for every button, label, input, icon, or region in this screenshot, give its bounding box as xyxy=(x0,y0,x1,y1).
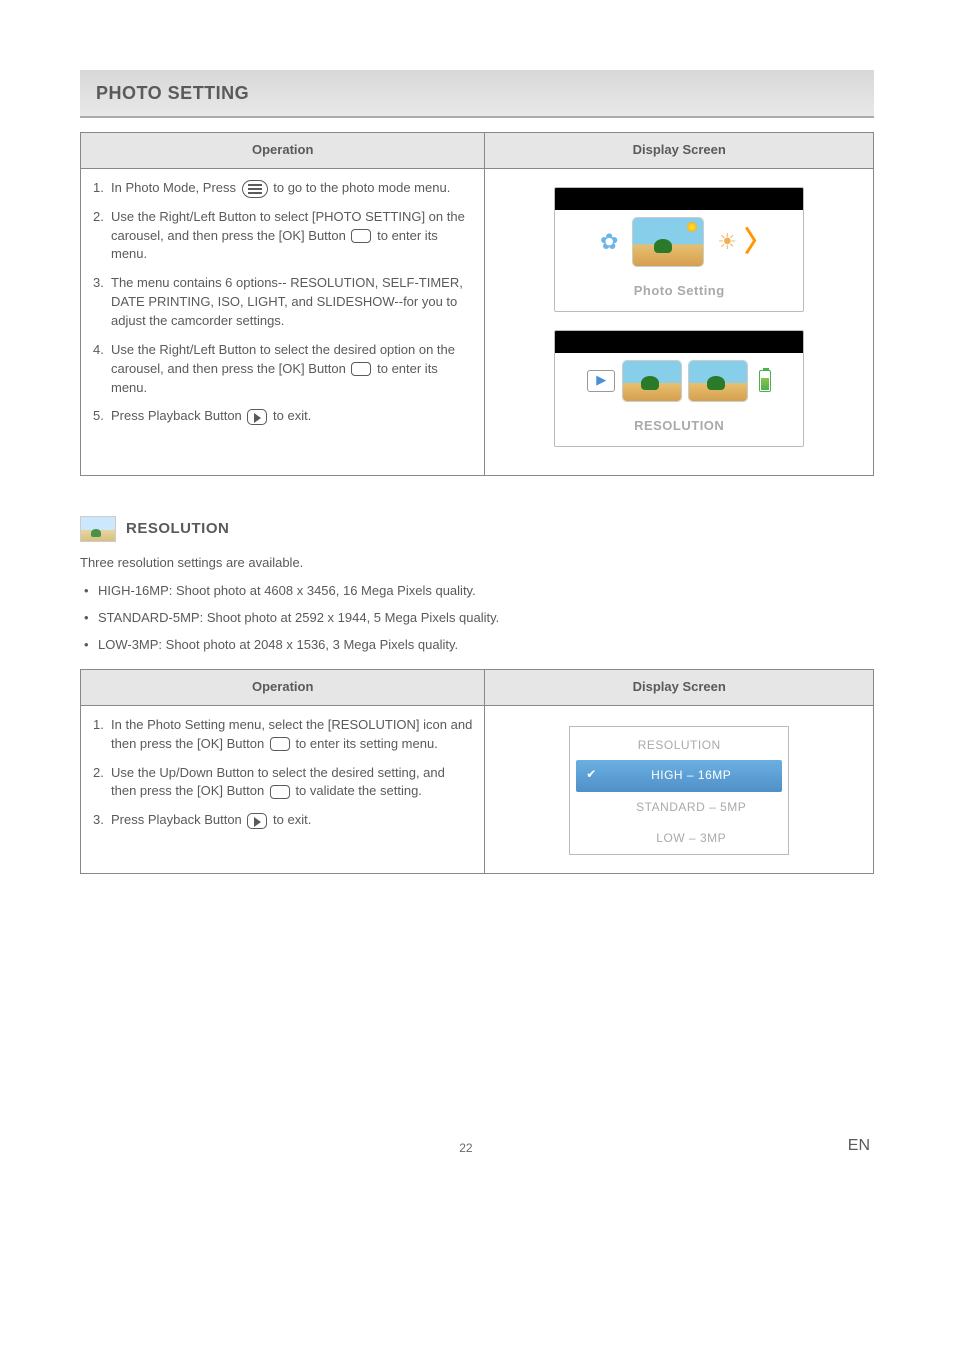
carousel: ▶ xyxy=(555,353,803,409)
menu-item: LOW – 3MP xyxy=(570,823,788,854)
step-num: 4. xyxy=(93,341,111,398)
txt-part: to exit. xyxy=(273,812,311,827)
arrow-right-icon: 〉 xyxy=(751,222,765,262)
display-screen-cell: RESOLUTION HIGH – 16MP STANDARD – 5MP LO… xyxy=(485,705,874,874)
step-text: Press Playback Button to exit. xyxy=(111,407,472,426)
photo-thumb xyxy=(623,361,681,401)
step-num: 2. xyxy=(93,764,111,802)
resolution-icon xyxy=(80,516,116,542)
section-title: PHOTO SETTING xyxy=(80,70,874,118)
txt-part: to enter its setting menu. xyxy=(295,736,437,751)
txt-part: Press Playback Button xyxy=(111,812,245,827)
screen-caption: Photo Setting xyxy=(555,274,803,311)
step-text: Use the Up/Down Button to select the des… xyxy=(111,764,472,802)
photo-thumb xyxy=(633,218,703,266)
step-text: The menu contains 6 options-- RESOLUTION… xyxy=(111,274,472,331)
step-3: 3. Press Playback Button to exit. xyxy=(93,811,472,830)
page-footer: 22 EN xyxy=(80,1134,874,1157)
step-4: 4. Use the Right/Left Button to select t… xyxy=(93,341,472,398)
col-header-display: Display Screen xyxy=(485,133,874,169)
resolution-table: Operation Display Screen 1. In the Photo… xyxy=(80,669,874,874)
bullet-item: HIGH-16MP: Shoot photo at 4608 x 3456, 1… xyxy=(80,582,874,601)
playback-icon xyxy=(247,409,267,425)
operation-cell: 1. In the Photo Setting menu, select the… xyxy=(81,705,485,874)
screen-caption: RESOLUTION xyxy=(555,409,803,446)
ok-icon xyxy=(351,229,371,243)
menu-title: RESOLUTION xyxy=(570,727,788,760)
resolution-intro: Three resolution settings are available. xyxy=(80,554,874,573)
step-3: 3. The menu contains 6 options-- RESOLUT… xyxy=(93,274,472,331)
ok-icon xyxy=(351,362,371,376)
gear-icon: ✿ xyxy=(593,226,625,258)
resolution-menu: RESOLUTION HIGH – 16MP STANDARD – 5MP LO… xyxy=(569,726,789,856)
bullet-item: LOW-3MP: Shoot photo at 2048 x 1536, 3 M… xyxy=(80,636,874,655)
step-2: 2. Use the Right/Left Button to select [… xyxy=(93,208,472,265)
step-num: 1. xyxy=(93,716,111,754)
bullet-item: STANDARD-5MP: Shoot photo at 2592 x 1944… xyxy=(80,609,874,628)
col-header-display: Display Screen xyxy=(485,670,874,706)
step-num: 3. xyxy=(93,811,111,830)
photo-setting-table: Operation Display Screen 1. In Photo Mod… xyxy=(80,132,874,476)
step-text: Use the Right/Left Button to select the … xyxy=(111,341,472,398)
step-text: Press Playback Button to exit. xyxy=(111,811,472,830)
step-text: Use the Right/Left Button to select [PHO… xyxy=(111,208,472,265)
photo-thumb xyxy=(689,361,747,401)
display-screen-cell: ✿ ☀ 〉 Photo Setting ▶ xyxy=(485,168,874,475)
screen-topbar xyxy=(555,331,803,353)
txt-part: to exit. xyxy=(273,408,311,423)
col-header-operation: Operation xyxy=(81,133,485,169)
step-1: 1. In the Photo Setting menu, select the… xyxy=(93,716,472,754)
col-header-operation: Operation xyxy=(81,670,485,706)
resolution-heading: RESOLUTION xyxy=(80,516,874,542)
carousel: ✿ ☀ 〉 xyxy=(555,210,803,274)
step-1: 1. In Photo Mode, Press to go to the pho… xyxy=(93,179,472,198)
page-number: 22 xyxy=(84,1140,848,1157)
operation-cell: 1. In Photo Mode, Press to go to the pho… xyxy=(81,168,485,475)
step-num: 2. xyxy=(93,208,111,265)
screen-photo-setting: ✿ ☀ 〉 Photo Setting xyxy=(554,187,804,312)
step-2: 2. Use the Up/Down Button to select the … xyxy=(93,764,472,802)
menu-icon xyxy=(242,180,268,198)
step-num: 3. xyxy=(93,274,111,331)
step-num: 1. xyxy=(93,179,111,198)
playback-thumb-icon: ▶ xyxy=(587,370,615,392)
sub-title: RESOLUTION xyxy=(126,518,229,540)
light-icon: ☀ xyxy=(711,226,743,258)
resolution-bullets: HIGH-16MP: Shoot photo at 4608 x 3456, 1… xyxy=(80,582,874,655)
menu-item-selected: HIGH – 16MP xyxy=(576,760,782,791)
txt-part: Press Playback Button xyxy=(111,408,245,423)
screen-resolution: ▶ RESOLUTION xyxy=(554,330,804,447)
ok-icon xyxy=(270,737,290,751)
battery-icon xyxy=(759,370,771,392)
step-text: In the Photo Setting menu, select the [R… xyxy=(111,716,472,754)
step-num: 5. xyxy=(93,407,111,426)
playback-icon xyxy=(247,813,267,829)
screen-topbar xyxy=(555,188,803,210)
txt-part: to go to the photo mode menu. xyxy=(273,180,450,195)
lang-label: EN xyxy=(848,1134,870,1157)
txt-part: In Photo Mode, Press xyxy=(111,180,240,195)
txt-part: to validate the setting. xyxy=(295,783,421,798)
ok-icon xyxy=(270,785,290,799)
menu-item: STANDARD – 5MP xyxy=(570,792,788,823)
step-text: In Photo Mode, Press to go to the photo … xyxy=(111,179,472,198)
step-5: 5. Press Playback Button to exit. xyxy=(93,407,472,426)
